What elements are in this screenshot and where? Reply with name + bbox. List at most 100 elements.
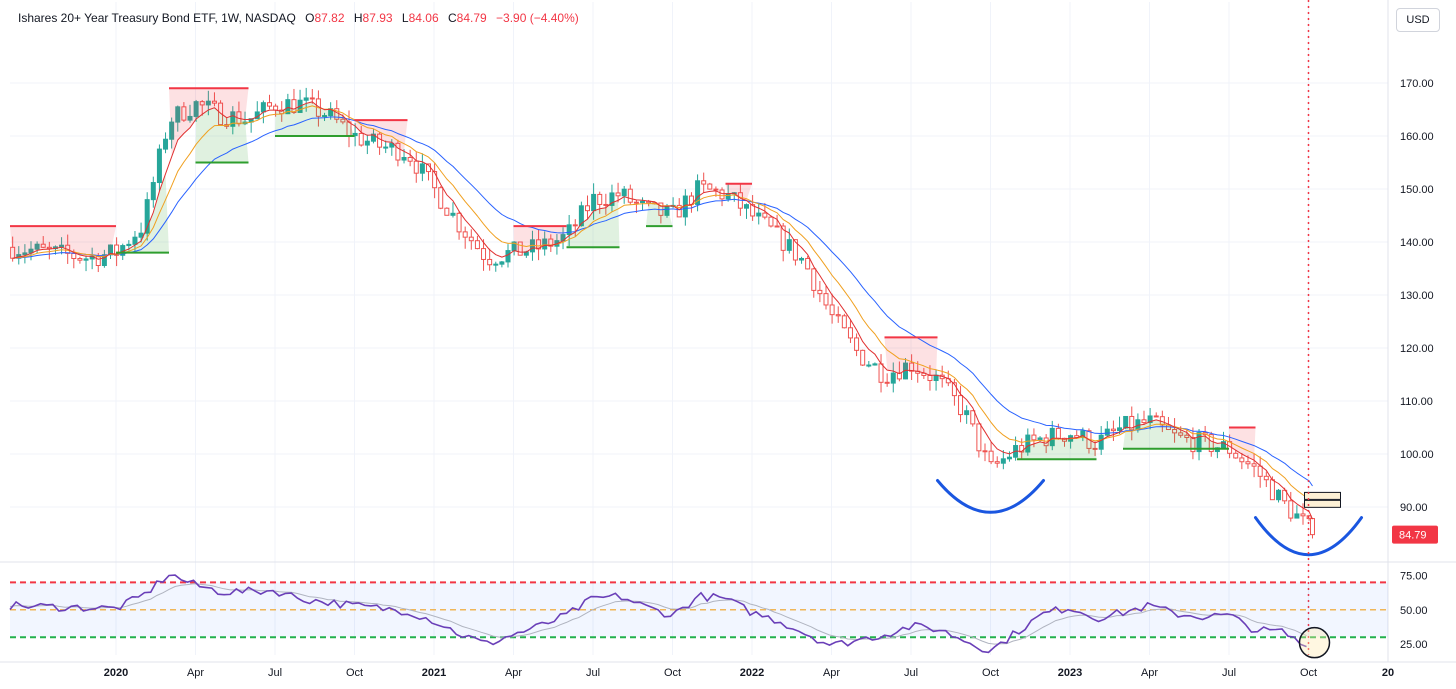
time-tick-label: Oct	[664, 667, 681, 679]
candle	[719, 187, 725, 207]
candle-body	[536, 239, 542, 250]
candle	[150, 176, 156, 208]
last-candle	[1309, 517, 1315, 539]
time-tick-label: 2021	[422, 667, 446, 679]
candle-body	[890, 372, 896, 384]
candle	[1233, 449, 1239, 459]
time-tick-label: Jul	[268, 667, 282, 679]
candle-body	[799, 257, 805, 261]
candle	[1006, 451, 1012, 462]
candle-body	[750, 204, 756, 217]
candle-body	[1037, 437, 1043, 441]
candle	[468, 229, 474, 250]
candle-body	[462, 231, 468, 238]
cup-annotation	[936, 479, 1045, 514]
candle	[230, 106, 236, 135]
candle-body	[1000, 458, 1006, 464]
time-tick-label: Oct	[982, 667, 999, 679]
candle	[633, 199, 639, 214]
candle	[1257, 456, 1263, 488]
candle-body	[413, 160, 419, 174]
candle	[1019, 438, 1025, 459]
close-label: C	[447, 11, 457, 25]
candle-body	[291, 99, 297, 113]
symbol-title[interactable]: Ishares 20+ Year Treasury Bond ETF, 1W, …	[18, 11, 296, 25]
candle-body	[627, 188, 633, 203]
candle	[370, 128, 376, 144]
currency-button[interactable]: USD	[1396, 8, 1440, 32]
candle-body	[34, 243, 40, 250]
candle	[211, 92, 217, 107]
candle-body	[1006, 456, 1012, 460]
high-value: 87.93	[362, 11, 393, 25]
resistance-fill	[725, 183, 752, 201]
candle	[817, 280, 823, 303]
rsi-tick-label: 25.00	[1400, 639, 1428, 651]
candle	[603, 193, 609, 215]
last-price-tag: 84.79	[1392, 525, 1438, 544]
time-tick-label: Jul	[1222, 667, 1236, 679]
candle	[505, 244, 511, 268]
candle-body	[725, 193, 731, 200]
candle	[175, 105, 181, 132]
candle	[964, 405, 970, 424]
candle-body	[1092, 447, 1098, 450]
candle	[536, 229, 542, 261]
candle-body	[994, 461, 1000, 464]
candle-body	[132, 236, 138, 245]
candle-body	[438, 187, 444, 209]
candle-body	[1123, 415, 1129, 429]
candle-body	[1153, 415, 1159, 418]
candle-body	[322, 115, 328, 118]
candle-body	[163, 138, 169, 150]
candle-body	[419, 163, 425, 174]
time-tick-label: 2022	[740, 667, 764, 679]
candle-body	[884, 381, 890, 384]
candle-body	[364, 140, 370, 146]
candle	[1239, 452, 1245, 470]
candle	[138, 222, 144, 243]
candle	[95, 252, 101, 273]
candle	[878, 354, 884, 393]
candle-body	[266, 102, 272, 107]
time-tick-label: 2023	[1058, 667, 1082, 679]
candle-body	[841, 315, 847, 329]
candle-body	[181, 106, 187, 121]
candle	[413, 152, 419, 183]
candle-body	[1104, 428, 1110, 436]
candle	[77, 256, 83, 264]
candle-body	[1190, 437, 1196, 453]
candle	[1276, 489, 1282, 503]
candle	[383, 140, 389, 154]
candle-body	[676, 204, 682, 218]
candle-body	[1129, 415, 1135, 431]
candle	[774, 214, 780, 228]
candle-body	[1055, 427, 1061, 439]
candle	[860, 349, 866, 366]
candle	[144, 192, 150, 241]
support-fill	[275, 101, 355, 136]
candle	[181, 102, 187, 122]
candle-body	[474, 240, 480, 250]
rsi-line	[9, 574, 1307, 654]
candle-body	[927, 374, 933, 382]
candle	[1117, 416, 1123, 435]
candle-body	[1300, 513, 1306, 517]
candle-body	[1239, 457, 1245, 463]
price-tick-label: 130.00	[1400, 290, 1434, 302]
candle	[994, 456, 1000, 468]
candle-body	[1141, 419, 1147, 424]
candle-body	[1098, 434, 1104, 450]
rsi-tick-label: 75.00	[1400, 571, 1428, 583]
candle-body	[77, 258, 83, 261]
candle-body	[407, 157, 413, 162]
candle-body	[126, 243, 132, 247]
candle-body	[1276, 489, 1282, 501]
candle	[364, 134, 370, 155]
candle-body	[786, 239, 792, 251]
candle-body	[964, 410, 970, 416]
candle	[169, 117, 175, 149]
chart-header: Ishares 20+ Year Treasury Bond ETF, 1W, …	[18, 11, 579, 25]
candle-body	[1172, 429, 1178, 434]
candle	[970, 410, 976, 427]
